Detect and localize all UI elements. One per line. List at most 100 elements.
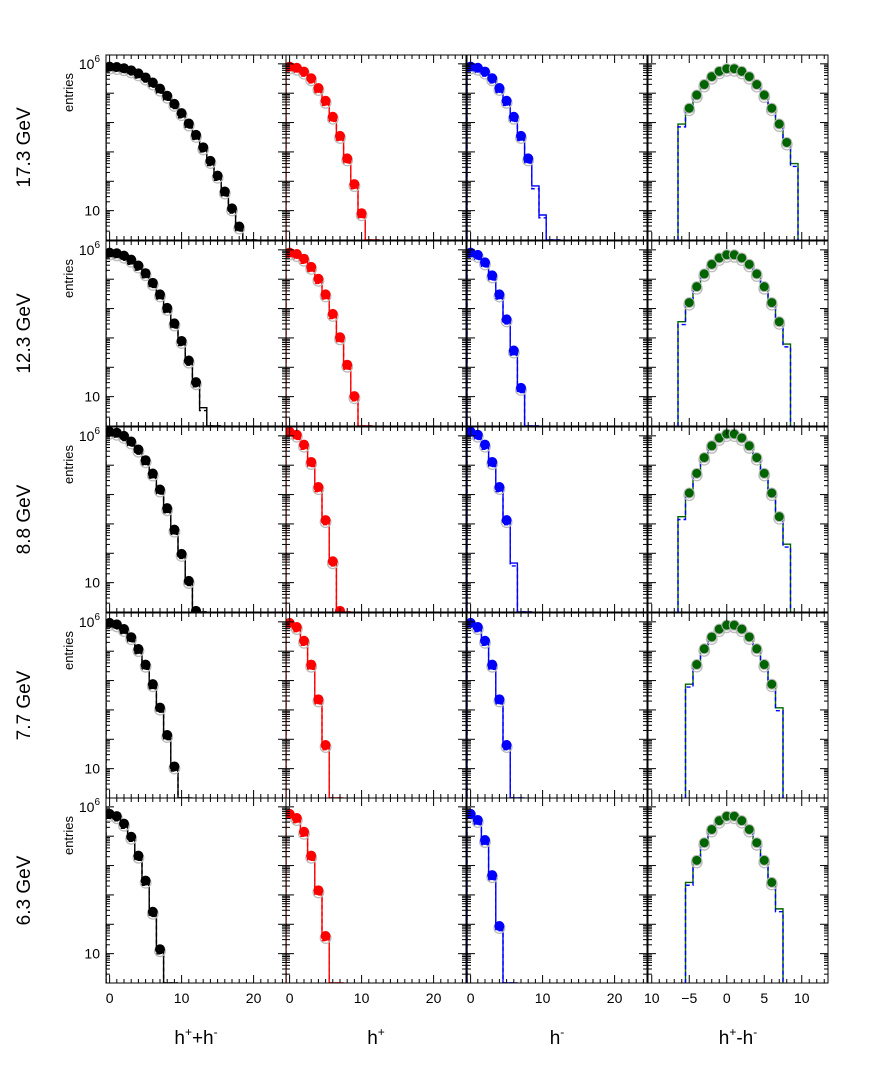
data-point — [706, 823, 718, 835]
data-point — [176, 548, 187, 559]
data-point — [472, 249, 483, 260]
data-point — [320, 289, 331, 300]
data-point — [183, 118, 194, 129]
panel-0-diff — [677, 63, 799, 240]
panel-3-neg — [467, 617, 525, 798]
data-point — [313, 482, 324, 493]
model-histogram-dashed — [286, 435, 351, 612]
data-point — [494, 694, 505, 705]
data-point — [472, 814, 483, 825]
data-point — [516, 130, 526, 141]
data-point — [133, 644, 144, 655]
data-point — [683, 487, 695, 499]
data-point — [119, 624, 129, 635]
model-histogram-dashed — [106, 626, 193, 798]
data-point — [183, 575, 194, 586]
data-point — [349, 391, 360, 402]
data-point — [781, 136, 793, 148]
data-point — [751, 837, 763, 849]
data-point — [751, 268, 763, 280]
data-point — [191, 377, 201, 388]
data-point — [126, 831, 137, 842]
data-point — [313, 273, 324, 284]
data-point — [169, 98, 180, 109]
data-point — [212, 170, 223, 181]
data-point — [140, 659, 151, 670]
data-point — [119, 818, 129, 829]
data-point — [299, 66, 309, 77]
data-point — [683, 297, 695, 309]
data-point — [327, 308, 338, 319]
x-tick-label: 20 — [607, 990, 623, 1006]
data-point — [480, 635, 490, 646]
data-point — [494, 482, 505, 493]
data-point — [758, 854, 770, 866]
data-point — [320, 931, 331, 942]
data-point — [698, 837, 710, 849]
data-point — [698, 79, 710, 91]
panel-3-diff — [684, 619, 784, 798]
data-point — [291, 622, 302, 633]
data-point — [111, 619, 122, 630]
data-point — [342, 359, 353, 370]
data-point — [133, 260, 144, 271]
data-point — [169, 524, 180, 535]
column-axis-label: h++h- — [174, 1025, 217, 1049]
data-point — [162, 503, 173, 514]
data-point — [140, 455, 151, 466]
data-point — [487, 270, 498, 281]
panel-1-neg — [467, 247, 539, 426]
panel-1-diff — [677, 249, 792, 426]
data-point — [140, 875, 151, 886]
data-point — [342, 153, 353, 164]
data-point — [227, 203, 237, 214]
data-point — [743, 823, 755, 835]
data-point — [480, 835, 490, 846]
panel-frame — [285, 426, 467, 613]
x-tick-label: 5 — [760, 990, 768, 1006]
data-point — [743, 71, 755, 83]
data-point — [736, 65, 748, 77]
data-point — [691, 281, 703, 293]
panel-frame — [105, 54, 287, 241]
data-point — [313, 83, 324, 94]
data-point — [508, 345, 519, 356]
data-point — [126, 436, 137, 447]
model-histogram-dashed — [286, 626, 344, 798]
y-tick-label: 10 — [84, 203, 100, 219]
panel-frame — [647, 240, 829, 427]
data-point — [313, 694, 324, 705]
model-histogram-solid — [467, 623, 525, 798]
data-point — [758, 89, 770, 101]
data-point — [516, 382, 526, 393]
panel-frame — [647, 54, 829, 241]
data-point — [306, 456, 317, 467]
data-point — [349, 179, 360, 190]
data-point — [119, 430, 129, 441]
x-tick-label: 0 — [286, 990, 294, 1006]
panel-2-neg — [467, 427, 532, 612]
x-tick-label: 10 — [644, 990, 660, 1006]
data-point — [698, 268, 710, 280]
y-tick-label: 106 — [79, 612, 101, 630]
model-histogram-dashed — [467, 626, 525, 798]
row-energy-label: 8.8 GeV — [14, 484, 35, 554]
data-point — [320, 740, 331, 751]
data-point — [155, 702, 165, 713]
data-point — [176, 108, 187, 119]
panel-frame — [647, 426, 829, 613]
column-axis-label: h+-h- — [719, 1025, 758, 1049]
data-point — [291, 429, 302, 440]
data-point — [147, 679, 158, 690]
panel-frame — [647, 797, 829, 984]
panel-frame — [466, 426, 648, 613]
model-histogram-solid — [467, 67, 561, 240]
data-point — [751, 79, 763, 91]
data-point — [736, 252, 748, 264]
data-point — [320, 515, 331, 526]
panel-0-sum — [106, 61, 258, 240]
data-point — [162, 302, 173, 313]
data-point — [766, 487, 778, 499]
model-histogram-solid — [286, 623, 344, 798]
